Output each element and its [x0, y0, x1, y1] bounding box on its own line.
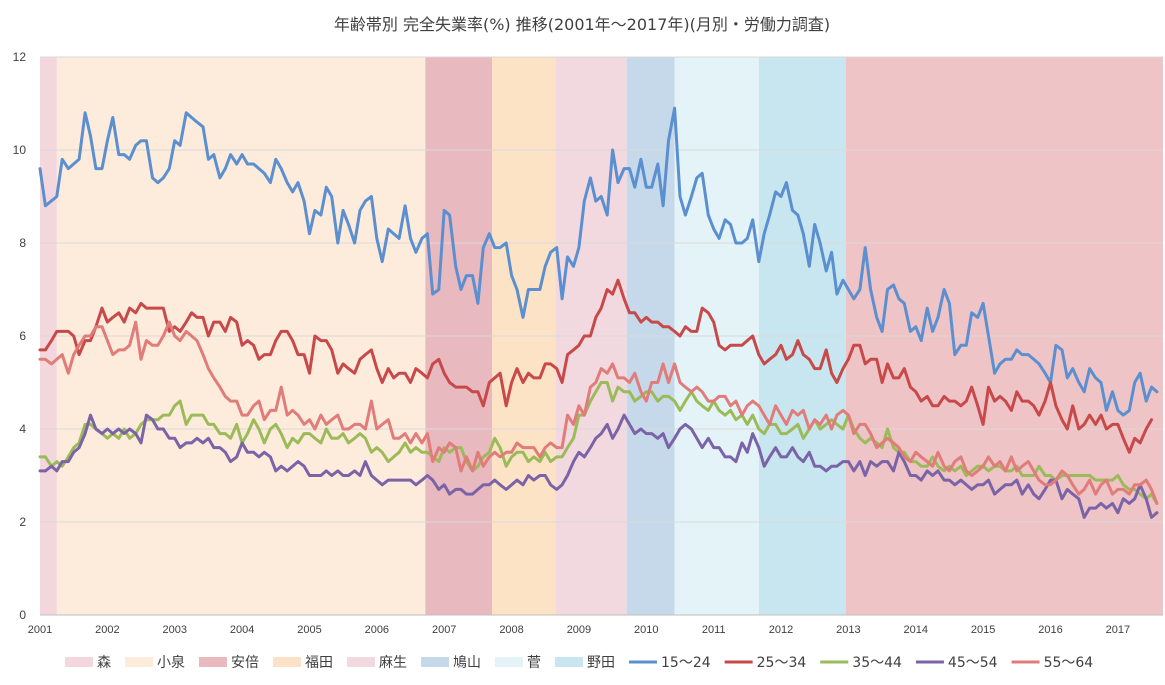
- legend-label: 野田: [587, 655, 615, 671]
- legend-item-12: 55～64: [1011, 655, 1094, 671]
- y-tick-label: 10: [13, 143, 27, 157]
- legend-item-11: 45～54: [915, 655, 998, 671]
- legend-swatch: [125, 657, 153, 667]
- legend-swatch: [495, 657, 523, 667]
- x-tick-label: 2006: [365, 624, 389, 636]
- x-tick-label: 2013: [836, 624, 860, 636]
- x-tick-label: 2014: [904, 624, 928, 636]
- legend-label: 15～24: [661, 655, 711, 671]
- legend-label: 安倍: [231, 655, 259, 671]
- x-tick-label: 2011: [702, 624, 726, 636]
- x-tick-label: 2001: [28, 624, 52, 636]
- legend-label: 小泉: [157, 654, 185, 671]
- x-tick-label: 2003: [162, 624, 186, 636]
- legend-swatch: [421, 657, 449, 667]
- x-tick-label: 2017: [1106, 624, 1130, 636]
- legend-item-9: 25～34: [724, 655, 807, 671]
- x-tick-label: 2016: [1038, 624, 1062, 636]
- series-line-1: [38, 278, 1153, 454]
- gridlines: [40, 56, 1163, 616]
- legend-label: 福田: [305, 655, 333, 671]
- legend-label: 麻生: [379, 655, 407, 671]
- legend-swatch: [555, 657, 583, 667]
- y-tick-label: 12: [13, 50, 27, 64]
- series-lines: [38, 106, 1159, 519]
- legend-swatch: [199, 657, 227, 667]
- x-axis: 2001 2002 2003 2004 2005 2006 2007 2008 2009 2010…: [28, 624, 1130, 636]
- legend-label: 25～34: [757, 655, 807, 671]
- y-axis: 0 2 4 6 8 10 12: [13, 50, 27, 622]
- legend-label: 菅: [527, 655, 541, 671]
- x-tick-label: 2004: [230, 624, 254, 636]
- x-tick-label: 2009: [567, 624, 591, 636]
- x-tick-label: 2007: [432, 624, 456, 636]
- legend-label: 35～44: [852, 655, 902, 671]
- legend-item-6: 菅: [495, 655, 541, 671]
- x-tick-label: 2012: [769, 624, 793, 636]
- legend-label: 45～54: [948, 655, 998, 671]
- y-tick-label: 8: [19, 236, 26, 250]
- legend-item-0: 森: [65, 655, 111, 671]
- x-tick-label: 2008: [499, 624, 523, 636]
- chart-title: 年齢帯別 完全失業率(%) 推移(2001年～2017年)(月別・労働力調査): [334, 15, 830, 34]
- legend-item-4: 麻生: [347, 655, 407, 671]
- x-tick-label: 2010: [634, 624, 658, 636]
- legend-swatch: [347, 657, 375, 667]
- legend-swatch: [65, 657, 93, 667]
- legend-label: 森: [97, 655, 111, 671]
- legend-item-3: 福田: [273, 655, 333, 671]
- y-tick-label: 6: [19, 329, 26, 343]
- legend-item-5: 鳩山: [421, 655, 481, 671]
- series-line-3: [38, 413, 1159, 519]
- series-line-4: [38, 320, 1159, 505]
- y-tick-label: 0: [19, 608, 26, 622]
- legend-label: 鳩山: [453, 655, 481, 671]
- series-line-0: [38, 106, 1159, 417]
- legend-swatch: [273, 657, 301, 667]
- x-tick-label: 2002: [95, 624, 119, 636]
- legend: 森 小泉 安倍 福田 麻生 鳩山 菅 野田 15～24 25～34 35～44 45～54 55～64: [65, 654, 1093, 671]
- legend-label: 55～64: [1044, 655, 1094, 671]
- legend-item-7: 野田: [555, 655, 615, 671]
- x-tick-label: 2005: [297, 624, 321, 636]
- y-tick-label: 4: [19, 422, 26, 436]
- y-tick-label: 2: [19, 515, 26, 529]
- legend-item-2: 安倍: [199, 655, 259, 671]
- legend-item-8: 15～24: [629, 655, 711, 671]
- series-line-2: [38, 381, 1159, 505]
- legend-item-1: 小泉: [125, 654, 185, 671]
- legend-item-10: 35～44: [820, 655, 902, 671]
- x-tick-label: 2015: [971, 624, 995, 636]
